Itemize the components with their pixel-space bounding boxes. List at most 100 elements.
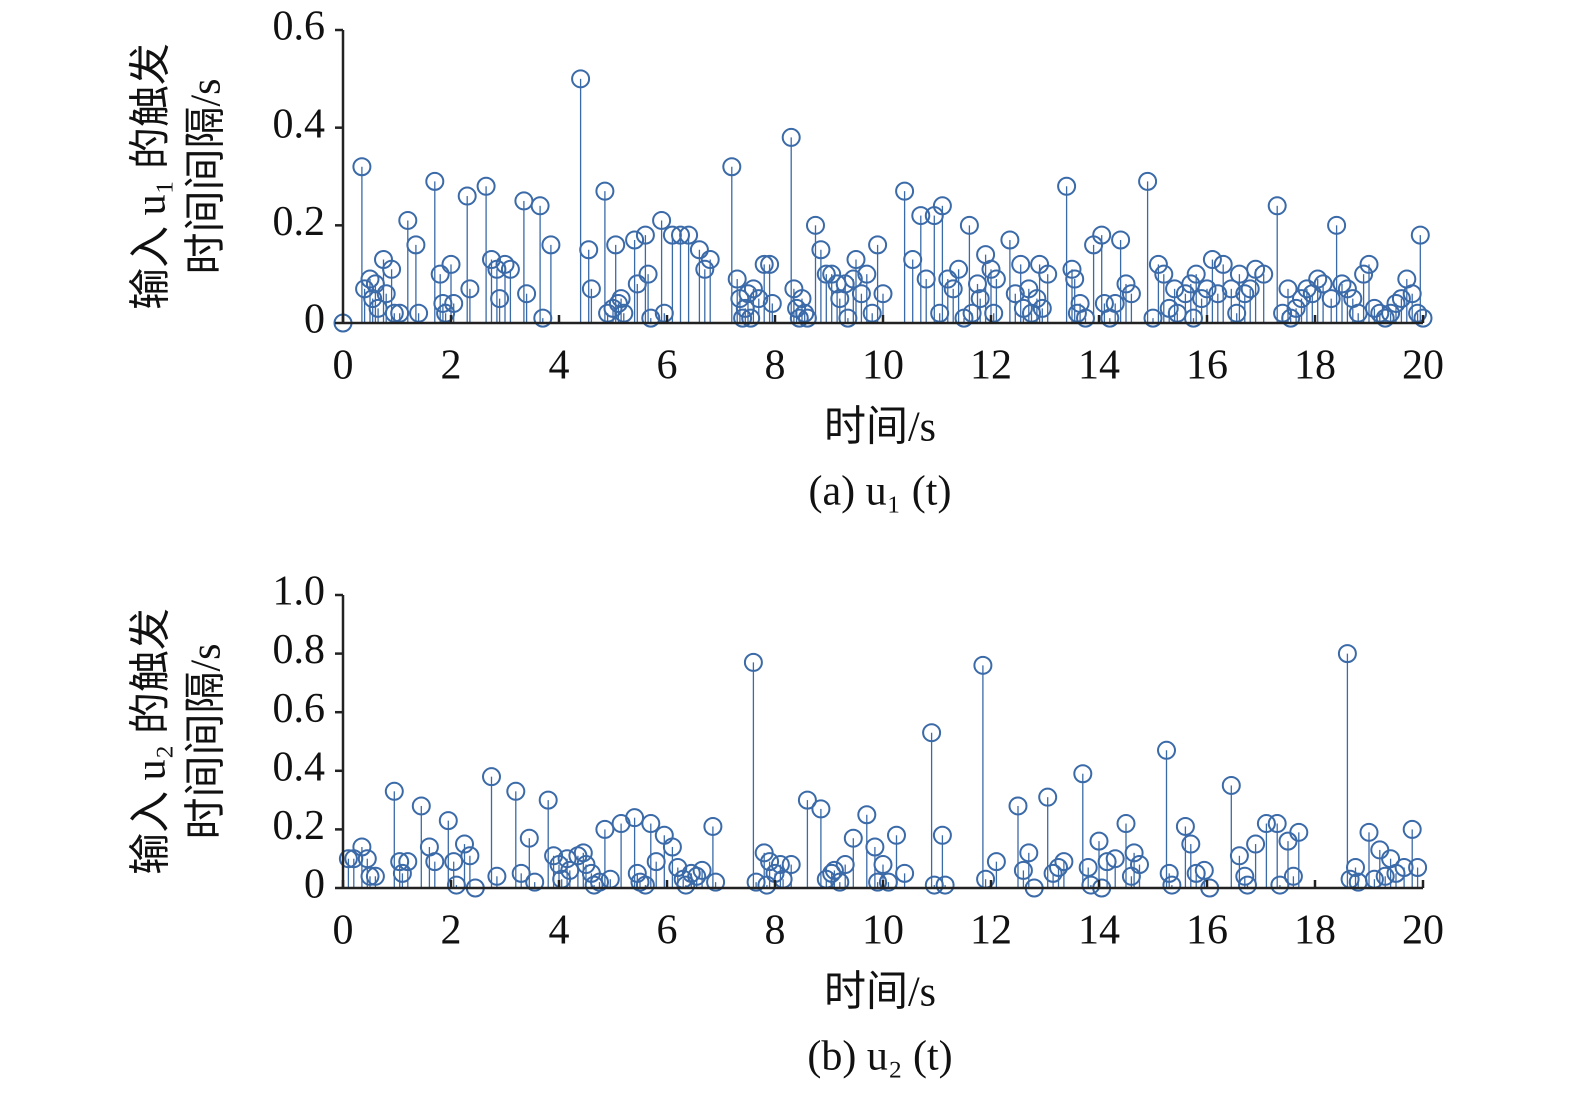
x-tick-label: 18: [1294, 908, 1336, 954]
stem-marker: [984, 303, 1004, 323]
stem-marker: [606, 235, 626, 255]
stem-marker: [441, 254, 461, 274]
stem-marker: [1359, 822, 1379, 842]
stem: [1283, 866, 1303, 888]
stem-marker: [981, 259, 1001, 279]
stem-marker: [692, 860, 712, 880]
stem-marker: [843, 269, 863, 289]
stem: [541, 235, 561, 323]
stem: [338, 849, 358, 888]
stem: [895, 863, 915, 888]
stem-marker: [679, 225, 699, 245]
stem-marker: [1267, 814, 1287, 834]
stem: [1359, 822, 1379, 888]
stem: [938, 269, 958, 323]
stem: [738, 284, 758, 323]
x-axis-label: 时间/s: [824, 405, 936, 451]
stem-marker: [1138, 171, 1158, 191]
stem-marker: [1327, 215, 1347, 235]
stem-marker: [843, 828, 863, 848]
stem-marker: [1143, 308, 1163, 328]
stem-marker: [1354, 264, 1374, 284]
stem-marker: [1313, 274, 1333, 294]
stem-marker: [887, 825, 906, 845]
stem-marker: [430, 264, 450, 284]
x-tick-label: 14: [1078, 343, 1120, 389]
stem-marker: [1267, 196, 1287, 216]
stem-marker: [727, 269, 747, 289]
stem: [911, 206, 931, 323]
stem: [398, 210, 418, 323]
stem: [679, 225, 699, 323]
stem-marker: [1162, 875, 1182, 895]
stem: [625, 230, 645, 323]
stem: [1235, 866, 1255, 888]
stem-marker: [457, 186, 477, 206]
stem: [1308, 269, 1328, 323]
stem-marker: [444, 852, 464, 872]
stem-marker: [519, 828, 539, 848]
stem: [1073, 764, 1093, 888]
stem-marker: [873, 284, 893, 304]
stem-marker: [590, 872, 609, 892]
stem-marker: [895, 863, 915, 883]
stem: [571, 69, 591, 323]
stem-marker: [781, 127, 801, 147]
stem-marker: [1062, 259, 1082, 279]
stem: [973, 655, 993, 888]
stem-marker: [595, 181, 615, 201]
stem: [843, 828, 863, 888]
stem: [671, 225, 690, 323]
stem: [635, 225, 655, 323]
stem: [384, 303, 404, 323]
stem-marker: [986, 852, 1006, 872]
stem: [1289, 822, 1309, 888]
stem-marker: [1321, 289, 1341, 309]
stem-marker: [865, 837, 885, 857]
stem-marker: [1289, 822, 1309, 842]
stem: [1116, 274, 1136, 323]
stem: [811, 799, 831, 888]
stem-marker: [1213, 254, 1233, 274]
stem-marker: [1032, 298, 1052, 318]
stem-marker: [851, 284, 871, 304]
stem-marker: [1410, 225, 1430, 245]
stem: [949, 259, 969, 323]
stem-marker: [1229, 846, 1249, 866]
stem-marker: [1308, 269, 1328, 289]
stem: [1208, 284, 1228, 323]
stem-marker: [557, 849, 577, 869]
stem-marker: [438, 811, 458, 831]
stem: [970, 289, 990, 323]
stem-marker: [1381, 303, 1401, 323]
stem: [760, 254, 780, 323]
stem-marker: [411, 796, 431, 816]
stem: [425, 852, 445, 888]
stem-marker: [811, 240, 831, 260]
stem: [846, 250, 866, 323]
stem: [868, 235, 888, 323]
stem-marker: [754, 254, 774, 274]
stem: [500, 259, 520, 323]
stem-marker: [770, 855, 790, 875]
stem: [1092, 225, 1112, 323]
stem-marker: [846, 250, 866, 270]
stem-marker: [1346, 857, 1365, 877]
stem-marker: [811, 799, 831, 819]
stem-marker: [500, 259, 520, 279]
stem: [1410, 225, 1430, 323]
stem: [757, 875, 777, 895]
stem: [444, 852, 464, 888]
stem: [1130, 855, 1149, 888]
stem-marker: [1130, 855, 1149, 875]
stem-marker: [695, 259, 715, 279]
stem: [352, 157, 372, 323]
stem: [922, 723, 942, 888]
stem: [392, 863, 412, 888]
y-axis-label: 时间间隔/s: [184, 78, 230, 274]
x-tick-label: 20: [1402, 343, 1444, 389]
x-tick-label: 16: [1186, 908, 1228, 954]
stem: [519, 828, 539, 888]
stem: [1194, 860, 1214, 888]
